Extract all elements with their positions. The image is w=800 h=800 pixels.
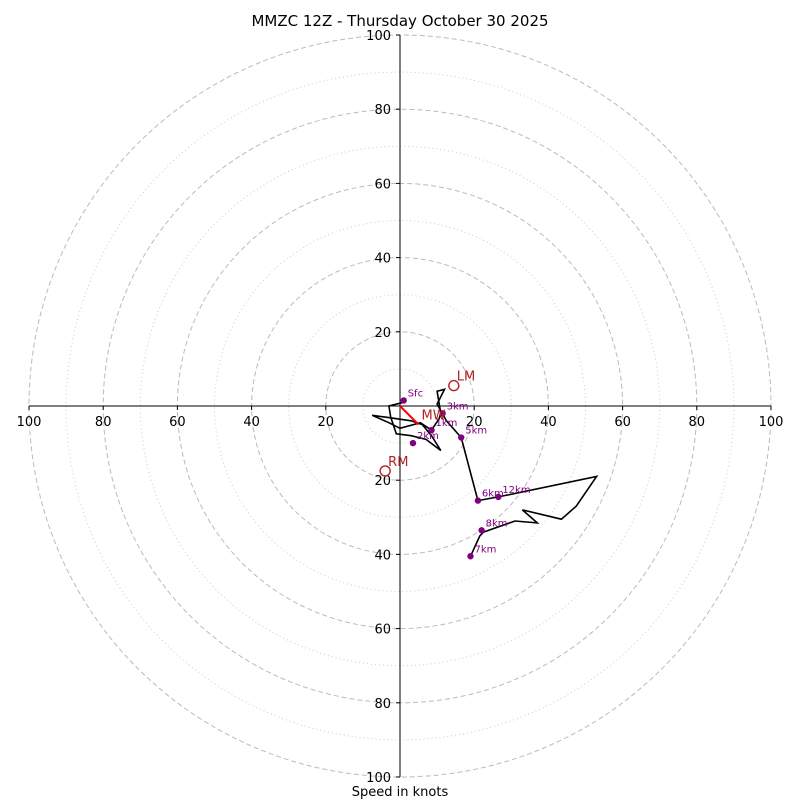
- y-tick-label: 100: [366, 771, 391, 786]
- storm-motion-rm: [379, 465, 391, 477]
- x-tick-label: 60: [169, 415, 186, 430]
- height-point-5km: [458, 434, 465, 441]
- height-label-2km: 2km: [417, 431, 439, 442]
- height-label-6km: 6km: [482, 489, 504, 500]
- height-point-3km: [439, 410, 446, 417]
- x-tick-label: 40: [540, 415, 557, 430]
- mean-wind-arrow: [399, 405, 420, 426]
- height-label-Sfc: Sfc: [408, 388, 423, 399]
- height-label-1km: 1km: [436, 418, 458, 429]
- x-tick-label: 100: [17, 415, 42, 430]
- y-tick-label: 20: [374, 326, 391, 341]
- height-point-Sfc: [400, 397, 407, 404]
- storm-motion-markers: LM RM MW: [379, 370, 475, 477]
- y-tick-label: 100: [366, 29, 391, 44]
- height-label-3km: 3km: [447, 401, 469, 412]
- storm-motion-lm: [448, 379, 460, 392]
- chart-title: MMZC 12Z - Thursday October 30 2025: [251, 12, 548, 30]
- y-tick-label: 20: [374, 474, 391, 489]
- x-tick-label: 20: [466, 415, 483, 430]
- height-label-7km: 7km: [474, 544, 496, 555]
- y-axis-ticks: 100 80 60 40 20 20 40 60 80 100: [366, 29, 400, 786]
- height-point-12km: [495, 493, 502, 501]
- y-tick-label: 60: [374, 623, 391, 638]
- x-axis-ticks: 100 80 60 40 20 20 40 60 80 100: [17, 406, 784, 430]
- y-tick-label: 80: [374, 697, 391, 712]
- storm-motion-label-rm: RM: [388, 455, 408, 470]
- x-tick-label: 100: [759, 415, 784, 430]
- height-point-1km: [428, 426, 435, 434]
- height-label-5km: 5km: [465, 426, 487, 437]
- x-tick-label: 80: [689, 415, 706, 430]
- x-tick-label: 60: [614, 415, 631, 430]
- storm-motion-label-mw: MW: [422, 409, 446, 424]
- height-point-6km: [474, 497, 482, 504]
- height-label-8km: 8km: [486, 518, 508, 529]
- y-tick-label: 80: [374, 103, 391, 118]
- height-point-2km: [409, 439, 417, 447]
- y-tick-label: 40: [374, 252, 391, 267]
- x-axis-label: Speed in knots: [352, 785, 449, 800]
- storm-motion-label-lm: LM: [457, 370, 475, 385]
- height-point-7km: [467, 553, 474, 560]
- x-tick-label: 20: [318, 415, 335, 430]
- height-point-8km: [478, 527, 485, 534]
- y-tick-label: 60: [374, 177, 391, 192]
- height-label-12km: 12km: [502, 485, 530, 496]
- x-tick-label: 80: [95, 415, 112, 430]
- y-tick-label: 40: [374, 548, 391, 563]
- hodograph-trace: [371, 388, 599, 557]
- x-tick-label: 40: [243, 415, 260, 430]
